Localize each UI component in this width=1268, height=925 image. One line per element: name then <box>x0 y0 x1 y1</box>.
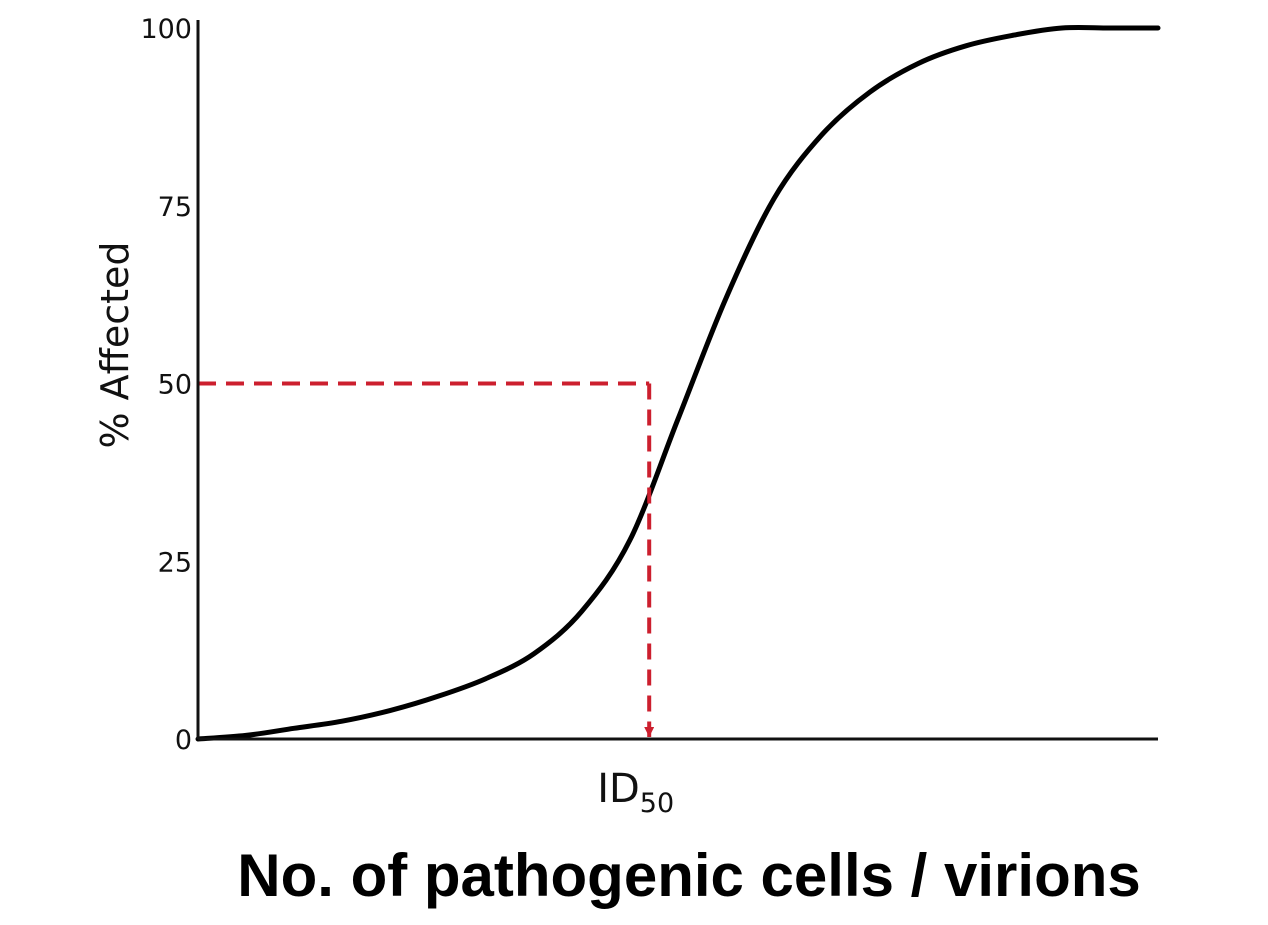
y-tick-label-100: 100 <box>140 14 192 45</box>
y-tick-label-25: 25 <box>158 547 192 578</box>
plot-area <box>195 24 1161 742</box>
y-axis-title: % Affected <box>93 241 137 448</box>
id50-marker-text: ID <box>597 766 640 812</box>
y-tick-labels: 0 25 50 75 100 <box>140 14 192 756</box>
id50-reference <box>198 381 655 737</box>
y-tick-label-0: 0 <box>175 725 192 756</box>
response-curve <box>195 24 1161 742</box>
axes <box>196 20 1158 741</box>
id50-marker-subscript: 50 <box>640 788 674 819</box>
y-tick-label-75: 75 <box>158 192 192 223</box>
x-axis-title: No. of pathogenic cells / virions <box>237 842 1141 909</box>
y-tick-label-50: 50 <box>158 370 192 401</box>
id50-marker-label: ID50 <box>597 766 674 819</box>
